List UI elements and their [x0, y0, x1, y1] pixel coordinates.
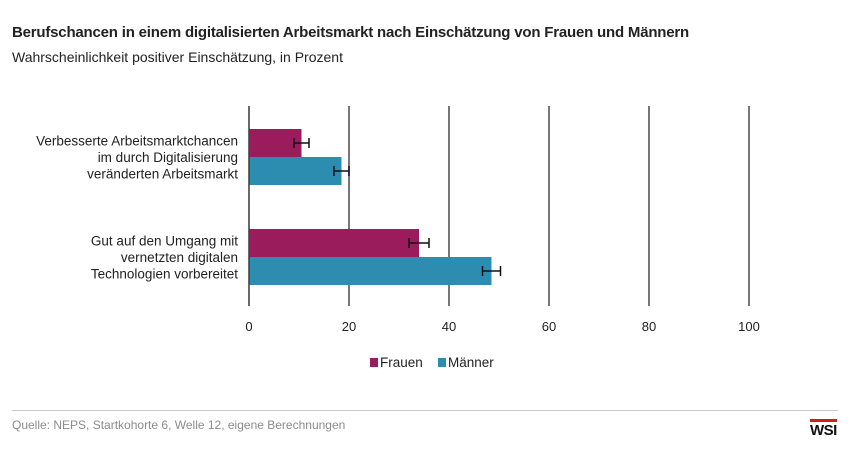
category-label-0-1: im durch Digitalisierung: [98, 150, 238, 165]
footer-divider: [12, 410, 838, 411]
source-note: Quelle: NEPS, Startkohorte 6, Welle 12, …: [12, 418, 346, 432]
bar-frauen-1: [249, 229, 419, 257]
chart-title: Berufschancen in einem digitalisierten A…: [12, 24, 690, 41]
x-tick-label-80: 80: [642, 319, 656, 334]
wsi-logo: WSI: [810, 419, 837, 439]
legend-swatch-frauen: [370, 358, 378, 367]
bar-chart: 0 20 40 60 80 100 Verbesserte Arbeitsmarktchan…: [36, 106, 760, 370]
category-label-1-0: Gut auf den Umgang mit: [91, 234, 238, 249]
bar-frauen-0: [249, 129, 302, 157]
legend-label-männer: Männer: [448, 355, 494, 370]
x-tick-label-60: 60: [542, 319, 556, 334]
x-tick-label-100: 100: [738, 319, 760, 334]
category-label-0-0: Verbesserte Arbeitsmarktchancen: [36, 134, 238, 149]
x-tick-label-20: 20: [342, 319, 356, 334]
chart-subtitle: Wahrscheinlichkeit positiver Einschätzun…: [12, 49, 343, 65]
legend-label-frauen: Frauen: [380, 355, 423, 370]
category-label-0-2: veränderten Arbeitsmarkt: [87, 167, 238, 182]
category-label-1-2: Technologien vorbereitet: [91, 267, 238, 282]
legend-swatch-männer: [438, 358, 446, 367]
x-tick-label-40: 40: [442, 319, 456, 334]
bar-männer-1: [249, 257, 492, 285]
x-tick-label-0: 0: [245, 319, 252, 334]
category-label-1-1: vernetzten digitalen: [121, 250, 238, 265]
bar-männer-0: [249, 157, 342, 185]
